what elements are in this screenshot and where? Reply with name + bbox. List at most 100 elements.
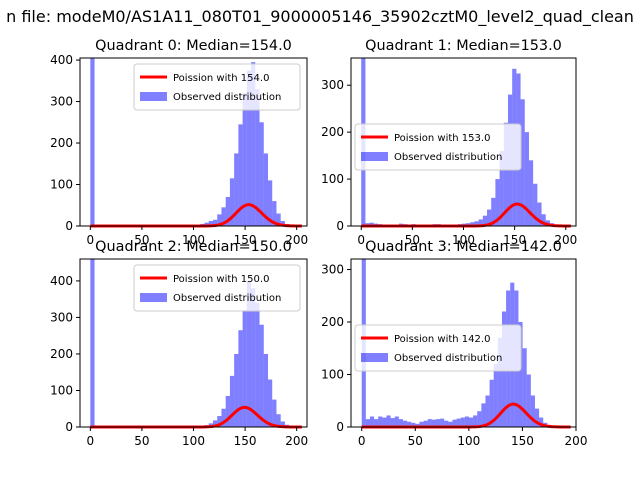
histogram-bar — [503, 122, 508, 226]
histogram-bar — [537, 202, 542, 226]
y-tick-label: 0 — [65, 420, 73, 434]
histogram-bar — [221, 408, 226, 427]
legend: Poission with 154.0 Observed distribution — [133, 63, 301, 111]
histogram-bar — [251, 288, 256, 427]
y-tick-label: 100 — [50, 178, 73, 192]
histogram-bar — [415, 423, 420, 427]
histogram-bar — [489, 379, 494, 427]
histogram-bar — [407, 421, 412, 427]
subplot-2-title: Quadrant 2: Median=150.0 — [95, 239, 292, 255]
legend-box — [354, 123, 522, 171]
histogram-bar — [460, 417, 465, 427]
histogram-bar — [242, 93, 247, 226]
histogram-bar — [213, 219, 218, 226]
x-tick-label: 150 — [511, 434, 534, 448]
x-tick-label: 50 — [408, 434, 423, 448]
histogram-bar — [242, 310, 247, 427]
y-tick-label: 100 — [50, 383, 73, 397]
y-tick-label: 300 — [321, 263, 344, 277]
histogram-bar — [423, 420, 428, 427]
histogram-bar — [272, 399, 277, 427]
histogram-bar — [390, 418, 395, 427]
histogram-bar — [378, 416, 383, 427]
histogram-bar — [276, 414, 281, 427]
histogram-bar — [238, 330, 243, 427]
histogram-bar — [524, 132, 529, 226]
histogram-bar — [534, 408, 540, 427]
histogram-bar — [238, 124, 243, 226]
histogram-bar — [435, 419, 441, 427]
x-tick-label: 200 — [285, 233, 308, 247]
histogram-bar — [487, 209, 492, 226]
histogram-bar — [440, 418, 445, 427]
histogram-bar — [246, 70, 252, 226]
subplot-1: Quadrant 1: Median=153.0 0 50 100 150 200 0 100… — [321, 38, 577, 247]
y-tick-label: 0 — [336, 219, 344, 233]
x-tick-label: 100 — [457, 434, 480, 448]
y-tick-label: 400 — [50, 53, 73, 67]
histogram-bar — [482, 215, 488, 226]
histogram-bar — [528, 160, 534, 226]
histogram-bar — [520, 99, 525, 226]
histogram-bar — [263, 153, 268, 226]
histogram-bar — [255, 89, 260, 226]
x-tick-label: 0 — [86, 233, 94, 247]
histogram-bar — [234, 153, 239, 226]
x-tick-label: 50 — [134, 434, 149, 448]
histogram-bar — [386, 415, 391, 427]
histogram-bar — [259, 122, 264, 226]
histogram-bar — [419, 421, 424, 427]
x-tick-label: 0 — [86, 434, 94, 448]
histogram-bar — [468, 417, 474, 427]
histogram-bar — [456, 418, 461, 427]
legend: Poission with 150.0 Observed distribution — [133, 264, 301, 312]
histogram-bar — [493, 364, 498, 427]
histogram-bar — [90, 58, 95, 226]
y-tick-label: 100 — [321, 172, 344, 186]
x-tick-label: 100 — [452, 233, 475, 247]
y-tick-label: 200 — [50, 347, 73, 361]
histogram-bars — [90, 259, 298, 427]
x-tick-label: 150 — [234, 233, 257, 247]
x-tick-label: 0 — [357, 233, 365, 247]
histogram-bar — [464, 416, 469, 427]
histogram-bar — [213, 420, 218, 427]
histogram-bar — [246, 280, 252, 427]
x-tick-label: 200 — [285, 434, 308, 448]
subplot-0-title: Quadrant 0: Median=154.0 — [95, 38, 292, 54]
subplot-0: Quadrant 0: Median=154.0 0 50 100 150 200 0 100… — [50, 38, 308, 247]
histogram-bar — [491, 197, 496, 226]
histogram-bar — [452, 419, 457, 427]
histogram-bar — [259, 324, 264, 427]
subplot-3: Quadrant 3: Median=142.0 0 50 100 150 200 0 100… — [321, 239, 587, 448]
y-tick-label: 300 — [50, 310, 73, 324]
histogram-bar — [470, 222, 475, 226]
histogram-bar — [225, 395, 230, 427]
histogram-bars — [90, 58, 298, 226]
figure-suptitle: n file: modeM0/AS1A11_080T01_9000005146_… — [6, 7, 634, 27]
y-tick-label: 100 — [321, 368, 344, 382]
histogram-bar — [398, 419, 403, 427]
legend-box — [354, 324, 522, 372]
histogram-bar — [444, 420, 449, 427]
histogram-bar — [485, 395, 490, 427]
legend: Poission with 142.0 Observed distribution — [354, 324, 522, 372]
histogram-bar — [431, 419, 436, 427]
legend: Poission with 153.0 Observed distribution — [354, 123, 522, 171]
histogram-bar — [229, 375, 235, 427]
histogram-bar — [234, 353, 239, 427]
histogram-bar — [225, 196, 230, 226]
histogram-bar — [497, 337, 502, 427]
y-tick-label: 200 — [321, 315, 344, 329]
legend-label-observed: Observed distribution — [173, 92, 281, 103]
y-tick-label: 0 — [336, 420, 344, 434]
x-tick-label: 50 — [405, 233, 420, 247]
histogram-bar — [522, 348, 527, 427]
histogram-bar — [267, 379, 273, 427]
legend-hist-swatch — [140, 293, 167, 302]
histogram-bar — [280, 421, 285, 427]
histogram-bar — [365, 419, 370, 427]
x-tick-label: 0 — [358, 434, 366, 448]
axes-frame — [350, 258, 577, 428]
y-tick-label: 400 — [50, 274, 73, 288]
